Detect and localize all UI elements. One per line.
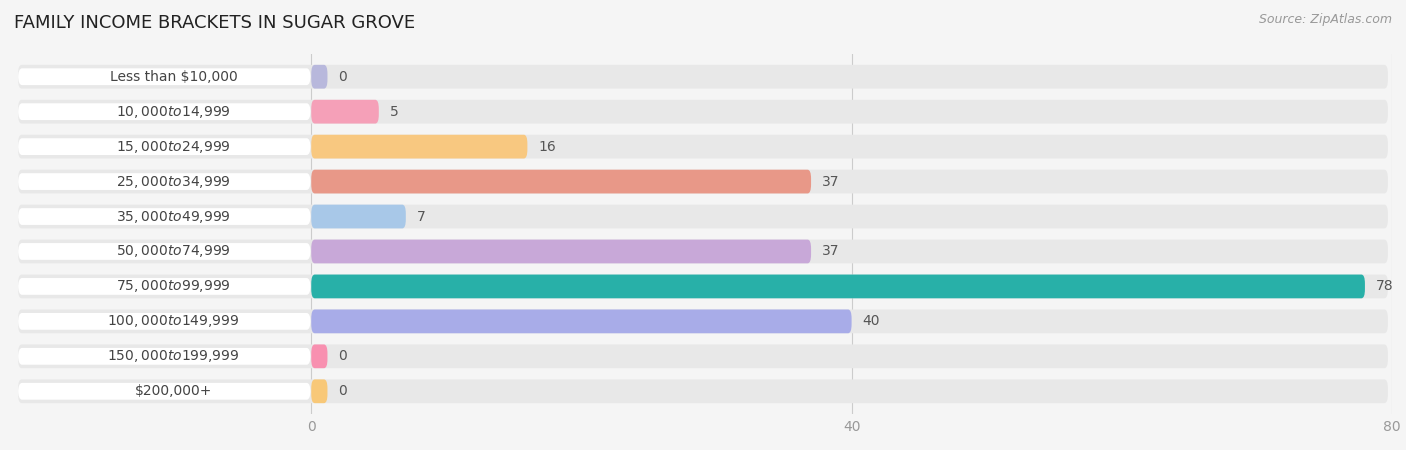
Text: 0: 0 <box>339 70 347 84</box>
Text: FAMILY INCOME BRACKETS IN SUGAR GROVE: FAMILY INCOME BRACKETS IN SUGAR GROVE <box>14 14 415 32</box>
Text: Less than $10,000: Less than $10,000 <box>110 70 238 84</box>
FancyBboxPatch shape <box>311 205 406 229</box>
FancyBboxPatch shape <box>311 379 328 403</box>
Text: $100,000 to $149,999: $100,000 to $149,999 <box>107 313 239 329</box>
FancyBboxPatch shape <box>311 344 328 368</box>
Text: 0: 0 <box>339 384 347 398</box>
Text: $150,000 to $199,999: $150,000 to $199,999 <box>107 348 239 364</box>
FancyBboxPatch shape <box>18 68 311 85</box>
FancyBboxPatch shape <box>311 310 852 333</box>
Text: 16: 16 <box>538 140 555 153</box>
Text: $75,000 to $99,999: $75,000 to $99,999 <box>117 279 231 294</box>
Text: $25,000 to $34,999: $25,000 to $34,999 <box>117 174 231 189</box>
FancyBboxPatch shape <box>18 208 311 225</box>
FancyBboxPatch shape <box>18 383 311 400</box>
FancyBboxPatch shape <box>18 348 311 365</box>
FancyBboxPatch shape <box>18 313 311 330</box>
FancyBboxPatch shape <box>18 379 1388 403</box>
FancyBboxPatch shape <box>311 100 378 124</box>
Text: 78: 78 <box>1375 279 1393 293</box>
FancyBboxPatch shape <box>18 173 311 190</box>
FancyBboxPatch shape <box>311 135 527 158</box>
FancyBboxPatch shape <box>311 239 811 263</box>
Text: 5: 5 <box>389 105 398 119</box>
FancyBboxPatch shape <box>18 310 1388 333</box>
Text: $50,000 to $74,999: $50,000 to $74,999 <box>117 243 231 260</box>
FancyBboxPatch shape <box>311 65 328 89</box>
Text: $35,000 to $49,999: $35,000 to $49,999 <box>117 208 231 225</box>
Text: $200,000+: $200,000+ <box>135 384 212 398</box>
Text: $15,000 to $24,999: $15,000 to $24,999 <box>117 139 231 155</box>
FancyBboxPatch shape <box>311 170 811 194</box>
FancyBboxPatch shape <box>311 274 1365 298</box>
FancyBboxPatch shape <box>18 205 1388 229</box>
Text: 40: 40 <box>862 315 880 328</box>
FancyBboxPatch shape <box>18 278 311 295</box>
FancyBboxPatch shape <box>18 104 311 120</box>
Text: 0: 0 <box>339 349 347 363</box>
Text: 37: 37 <box>823 175 839 189</box>
FancyBboxPatch shape <box>18 138 311 155</box>
FancyBboxPatch shape <box>18 239 1388 263</box>
FancyBboxPatch shape <box>18 274 1388 298</box>
FancyBboxPatch shape <box>18 100 1388 124</box>
FancyBboxPatch shape <box>18 65 1388 89</box>
Text: $10,000 to $14,999: $10,000 to $14,999 <box>117 104 231 120</box>
Text: Source: ZipAtlas.com: Source: ZipAtlas.com <box>1258 14 1392 27</box>
Text: 7: 7 <box>416 210 426 224</box>
FancyBboxPatch shape <box>18 243 311 260</box>
FancyBboxPatch shape <box>18 135 1388 158</box>
FancyBboxPatch shape <box>18 170 1388 194</box>
Text: 37: 37 <box>823 244 839 258</box>
FancyBboxPatch shape <box>18 344 1388 368</box>
